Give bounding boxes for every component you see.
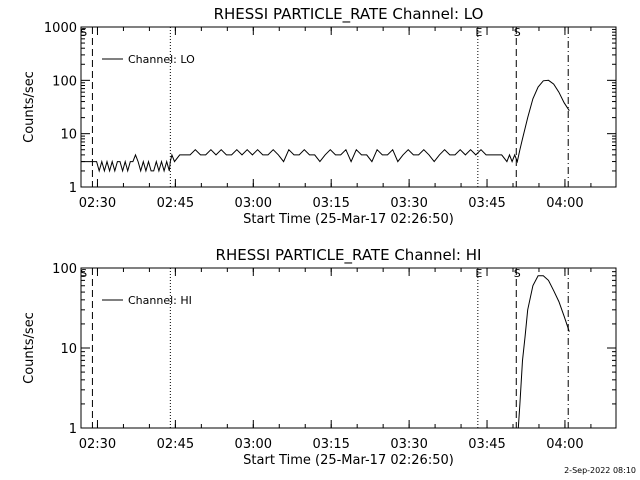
- hi-y-axis-label: Counts/sec: [22, 312, 37, 384]
- hi-plot-frame: [80, 267, 617, 429]
- hi-x-tick-label: 03:30: [390, 437, 427, 452]
- lo-event-marker-label: S: [80, 26, 87, 39]
- lo-y-tick-label: 100: [52, 74, 77, 89]
- lo-x-tick-label: 03:00: [235, 196, 272, 211]
- lo-event-marker-label: S: [514, 26, 521, 39]
- lo-y-tick-label: 10: [60, 128, 77, 143]
- hi-x-tick-label: 03:00: [235, 437, 272, 452]
- lo-plot-frame: [80, 26, 617, 188]
- hi-x-axis-label: Start Time (25-Mar-17 02:26:50): [243, 453, 454, 468]
- hi-chart-title: RHESSI PARTICLE_RATE Channel: HI: [216, 246, 482, 265]
- lo-x-tick-label: 02:45: [157, 196, 194, 211]
- plot-timestamp: 2-Sep-2022 08:10: [564, 466, 636, 475]
- hi-x-tick-label: 02:45: [157, 437, 194, 452]
- lo-x-tick-label: 03:15: [312, 196, 349, 211]
- lo-x-tick-label: 04:00: [546, 196, 583, 211]
- lo-y-axis-label: Counts/sec: [22, 71, 37, 143]
- lo-x-tick-label: 02:30: [79, 196, 116, 211]
- hi-panel: RHESSI PARTICLE_RATE Channel: HI Counts/s…: [22, 246, 617, 468]
- lo-x-tick-label: 03:45: [468, 196, 505, 211]
- hi-y-tick-label: 1: [69, 422, 77, 437]
- lo-y-tick-label: 1: [69, 181, 77, 196]
- hi-event-marker-label: E: [475, 267, 482, 280]
- hi-y-tick-label: 100: [52, 262, 77, 277]
- lo-chart-title: RHESSI PARTICLE_RATE Channel: LO: [214, 5, 484, 24]
- lo-event-marker-label: E: [475, 26, 482, 39]
- lo-panel: RHESSI PARTICLE_RATE Channel: LO Counts/s…: [22, 5, 617, 227]
- lo-series-line: [81, 79, 570, 173]
- hi-x-tick-label: 03:45: [468, 437, 505, 452]
- lo-x-axis-label: Start Time (25-Mar-17 02:26:50): [243, 212, 454, 227]
- hi-legend-label: Channel: HI: [128, 294, 192, 307]
- lo-legend-label: Channel: LO: [128, 53, 195, 66]
- hi-x-tick-label: 04:00: [546, 437, 583, 452]
- hi-y-tick-label: 10: [60, 342, 77, 357]
- hi-series-line: [517, 275, 570, 429]
- hi-x-tick-label: 03:15: [312, 437, 349, 452]
- lo-x-tick-label: 03:30: [390, 196, 427, 211]
- lo-y-tick-label: 1000: [44, 21, 77, 36]
- hi-event-marker-label: S: [514, 267, 521, 280]
- hi-x-tick-label: 02:30: [79, 437, 116, 452]
- hi-event-marker-label: S: [80, 267, 87, 280]
